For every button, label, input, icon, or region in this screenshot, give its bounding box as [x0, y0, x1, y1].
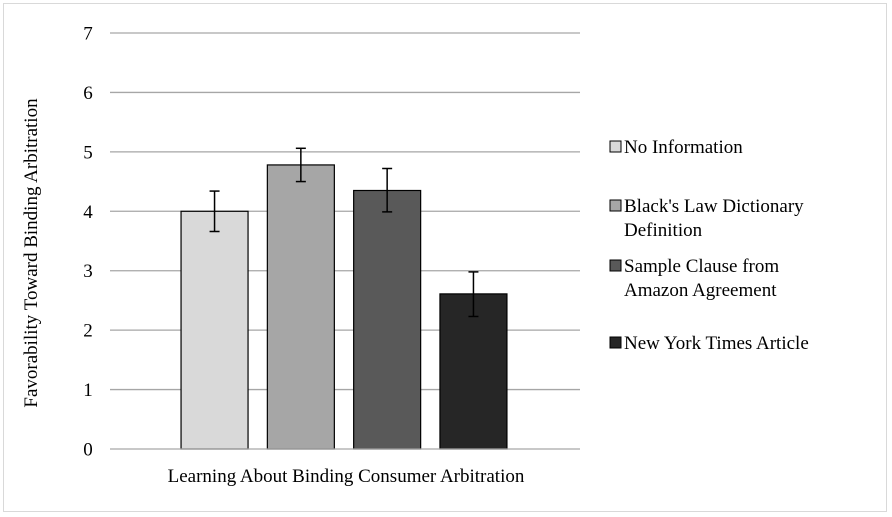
y-tick-label: 5: [83, 142, 93, 163]
y-tick-label: 3: [83, 261, 93, 282]
error-bar: [209, 190, 220, 233]
error-bars: [209, 147, 479, 318]
legend-item: No Information: [609, 137, 743, 158]
legend-item: Black's Law Dictionary Definition: [609, 196, 804, 241]
bar: [353, 189, 422, 450]
legend-swatch: [609, 336, 622, 349]
x-axis-category-label: Learning About Binding Consumer Arbitrat…: [168, 466, 525, 487]
y-axis-title: Favorability Toward Binding Arbitration: [21, 98, 42, 408]
legend-item: New York Times Article: [609, 333, 809, 354]
y-tick-label: 2: [83, 321, 93, 342]
legend-label: Sample Clause from: [624, 256, 779, 277]
legend-label: Amazon Agreement: [624, 280, 777, 301]
legend: No Information Black's Law Dictionary Defi…: [609, 137, 809, 354]
y-tick-label: 6: [83, 83, 93, 104]
legend-label: No Information: [624, 137, 743, 158]
y-tick-label: 4: [83, 202, 93, 223]
y-tick-label: 1: [83, 380, 93, 401]
legend-label: Black's Law Dictionary: [624, 196, 804, 217]
bar: [439, 293, 508, 450]
y-tick-label: 7: [83, 24, 93, 45]
y-tick-label: 0: [83, 440, 93, 461]
error-bar: [468, 271, 479, 318]
bar: [180, 210, 249, 450]
legend-swatch: [609, 140, 622, 153]
legend-label: New York Times Article: [624, 333, 809, 354]
bar: [266, 164, 335, 450]
bars: [180, 164, 508, 450]
error-bar: [295, 147, 306, 183]
y-axis-ticks: 0 1 2 3 4 5 6 7: [83, 24, 93, 461]
legend-swatch: [609, 259, 622, 272]
legend-label: Definition: [624, 220, 703, 241]
legend-item: Sample Clause from Amazon Agreement: [609, 256, 779, 301]
legend-swatch: [609, 199, 622, 212]
error-bar: [382, 167, 393, 213]
